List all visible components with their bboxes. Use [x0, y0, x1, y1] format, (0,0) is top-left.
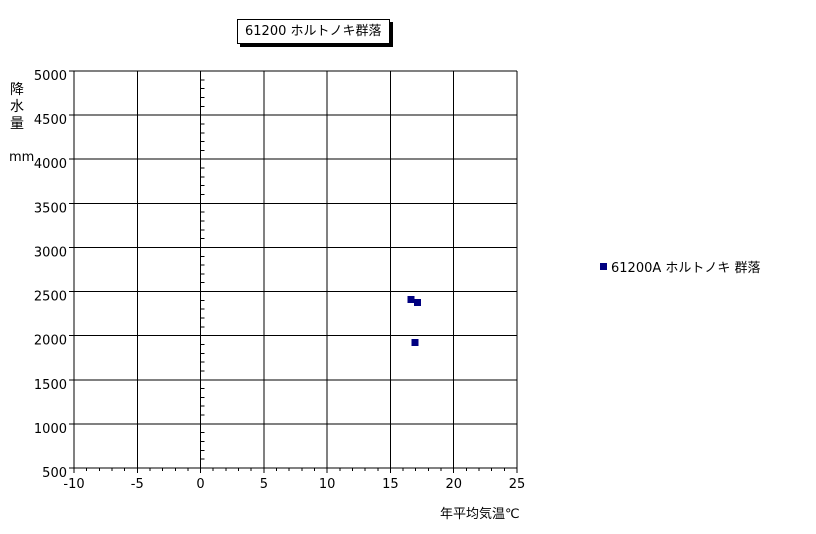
x-axis-tick-label: 15	[382, 477, 399, 492]
y-axis-tick-label: 3000	[34, 245, 67, 260]
legend-marker-square-icon	[600, 263, 607, 270]
y-axis-tick-label: 2500	[34, 290, 67, 305]
x-axis-tick-label: 10	[319, 477, 336, 492]
chart-title-box: 61200 ホルトノキ群落	[237, 19, 390, 44]
data-point	[414, 299, 422, 307]
legend-label: 61200A ホルトノキ 群落	[611, 261, 761, 276]
y-axis-tick-label: 500	[42, 466, 67, 481]
data-point	[407, 296, 415, 304]
data-point	[411, 338, 419, 346]
y-axis-tick-label: 1500	[34, 378, 67, 393]
x-axis-tick-label: 25	[509, 477, 526, 492]
y-axis-tick-label: 3500	[34, 201, 67, 216]
x-axis-tick-label: 5	[260, 477, 268, 492]
x-axis-tick-label: 20	[445, 477, 462, 492]
y-axis-tick-label: 5000	[34, 69, 67, 84]
chart-title: 61200 ホルトノキ群落	[245, 24, 382, 39]
y-axis-title: 降水量	[10, 82, 24, 132]
y-axis-tick-label: 4500	[34, 113, 67, 128]
x-axis-tick-label: -10	[63, 477, 84, 492]
legend: 61200A ホルトノキ 群落	[600, 257, 761, 276]
x-axis-tick-label: 0	[196, 477, 204, 492]
x-axis-tick-label: -5	[131, 477, 144, 492]
y-axis-tick-label: 2000	[34, 334, 67, 349]
y-axis-tick-label: 1000	[34, 422, 67, 437]
y-axis-tick-label: 4000	[34, 157, 67, 172]
y-axis-unit: mm	[9, 150, 35, 165]
x-axis-title: 年平均気温℃	[440, 507, 520, 522]
